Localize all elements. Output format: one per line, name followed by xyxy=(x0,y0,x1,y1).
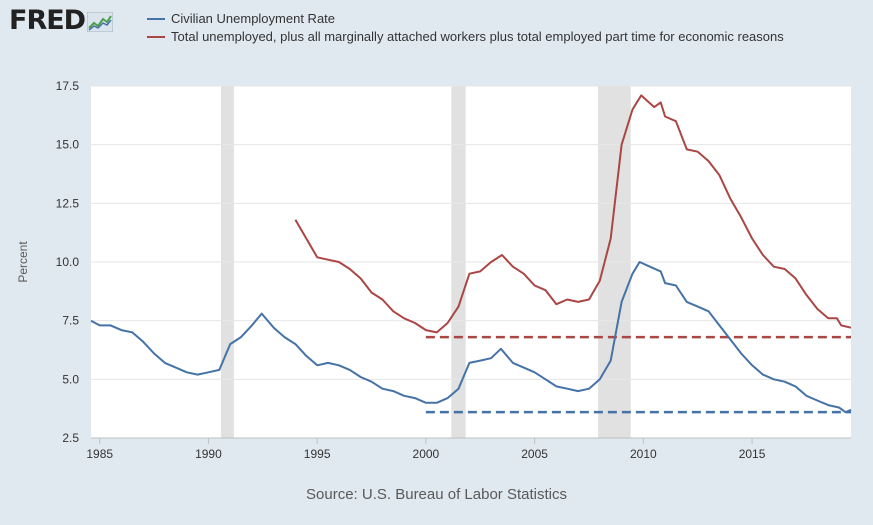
fred-logo[interactable]: FRED xyxy=(9,5,114,36)
x-tick-label: 2015 xyxy=(739,447,766,461)
series-line-u6[interactable] xyxy=(294,94,852,334)
fred-logo-text: FRED xyxy=(9,5,86,36)
x-axis-ticks: 1985 1990 1995 2000 2005 2010 2015 xyxy=(86,437,851,461)
y-axis-label: Percent xyxy=(16,241,30,283)
x-tick-label: 2000 xyxy=(413,447,440,461)
y-tick-label: 5.0 xyxy=(62,372,79,386)
y-tick-label: 12.5 xyxy=(56,196,80,210)
legend-label-u6: Total unemployed, plus all marginally at… xyxy=(171,29,784,44)
x-tick-label: 1990 xyxy=(195,447,222,461)
x-tick-label: 2010 xyxy=(630,447,657,461)
source-note: Source: U.S. Bureau of Labor Statistics xyxy=(306,486,567,503)
y-tick-label: 2.5 xyxy=(62,431,79,445)
chart-header: FRED Civilian Unemployment Rate Total un… xyxy=(0,0,873,80)
x-tick-label: 2005 xyxy=(521,447,548,461)
y-tick-label: 7.5 xyxy=(62,314,79,328)
y-tick-label: 17.5 xyxy=(56,79,80,93)
legend-item-u6[interactable]: Total unemployed, plus all marginally at… xyxy=(147,28,847,45)
legend-swatch-u6 xyxy=(147,36,165,38)
reference-lines xyxy=(425,335,851,414)
y-tick-label: 10.0 xyxy=(56,255,80,269)
legend-swatch-unrate xyxy=(147,18,165,20)
x-tick-label: 1995 xyxy=(304,447,331,461)
x-tick-label: 1985 xyxy=(86,447,113,461)
legend-label-unrate: Civilian Unemployment Rate xyxy=(171,11,336,26)
chart-legend: Civilian Unemployment Rate Total unemplo… xyxy=(147,10,847,46)
series-lines xyxy=(90,94,852,414)
gridlines xyxy=(91,85,851,380)
legend-item-unrate[interactable]: Civilian Unemployment Rate xyxy=(147,10,847,27)
series-line-unrate[interactable] xyxy=(90,261,852,414)
y-axis-ticks: 2.5 5.0 7.5 10.0 12.5 15.0 17.5 xyxy=(56,79,80,445)
y-tick-label: 15.0 xyxy=(56,138,80,152)
fred-chart-icon xyxy=(87,12,114,32)
